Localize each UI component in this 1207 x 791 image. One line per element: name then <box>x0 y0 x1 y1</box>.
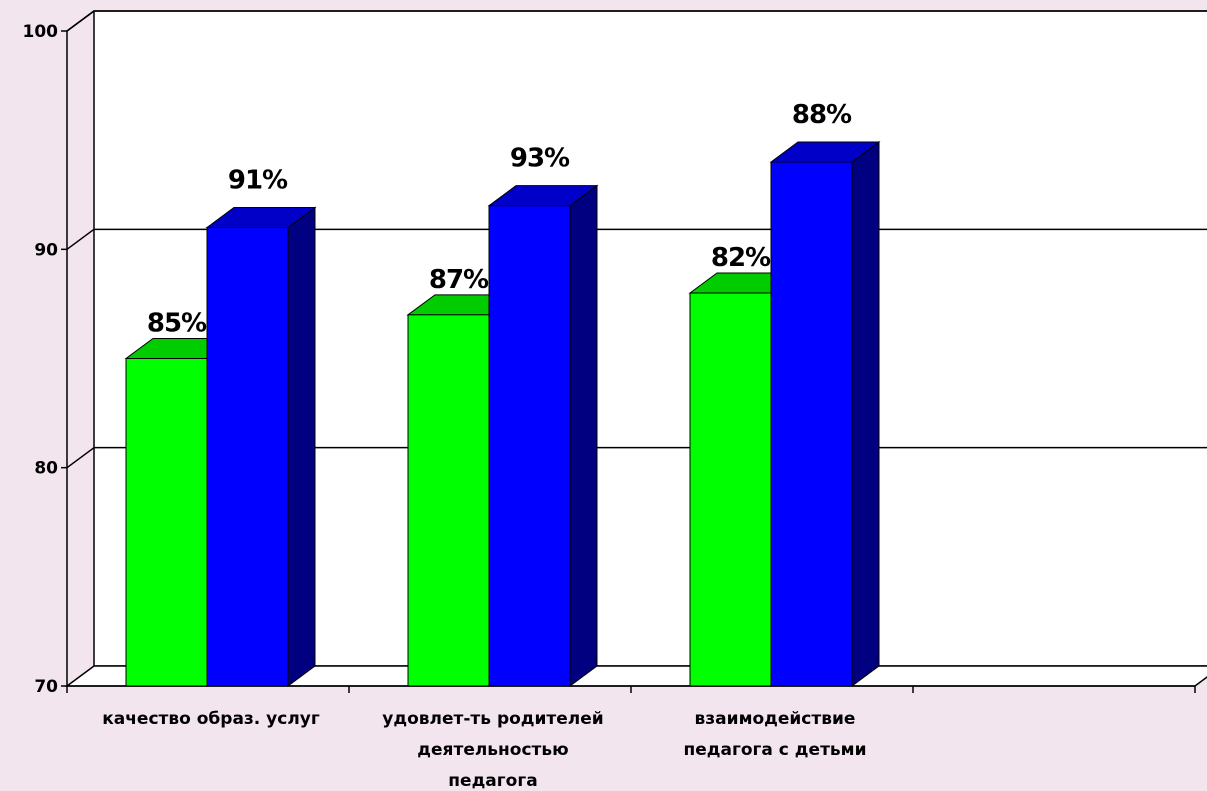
wall-edge <box>66 10 95 32</box>
category-label: педагога с детьми <box>684 740 867 760</box>
bar-side <box>851 141 880 687</box>
bars <box>124 141 881 687</box>
category-labels: качество образ. услуг удовлет-ть родителе… <box>102 709 866 791</box>
category-label: взаимодействие <box>695 709 856 729</box>
data-label: 87% <box>429 265 489 295</box>
data-label: 91% <box>228 166 288 196</box>
category-label: качество образ. услуг <box>102 709 320 729</box>
bar <box>770 161 853 687</box>
bar <box>407 314 490 687</box>
bar <box>125 358 208 687</box>
category-label: удовлет-ть родителей <box>382 709 603 729</box>
data-label: 82% <box>711 243 771 273</box>
data-label: 88% <box>792 100 852 130</box>
gridline-side <box>66 228 95 250</box>
bar <box>689 292 772 687</box>
category-label: педагога <box>448 771 537 791</box>
y-tick-label: 100 <box>23 22 59 42</box>
bar <box>206 227 289 687</box>
y-tick-label: 70 <box>34 677 58 697</box>
data-label: 93% <box>510 144 570 174</box>
data-labels: 85% 91% 87% 93% 82% 88% <box>147 100 853 339</box>
gridline-side <box>66 447 95 469</box>
data-label: 85% <box>147 309 207 339</box>
bar <box>488 205 571 687</box>
bar-side <box>569 184 598 687</box>
y-tick-label: 90 <box>34 240 58 260</box>
category-label: деятельностью <box>417 740 568 760</box>
y-tick-label: 80 <box>34 459 58 479</box>
bar-side <box>287 206 316 687</box>
